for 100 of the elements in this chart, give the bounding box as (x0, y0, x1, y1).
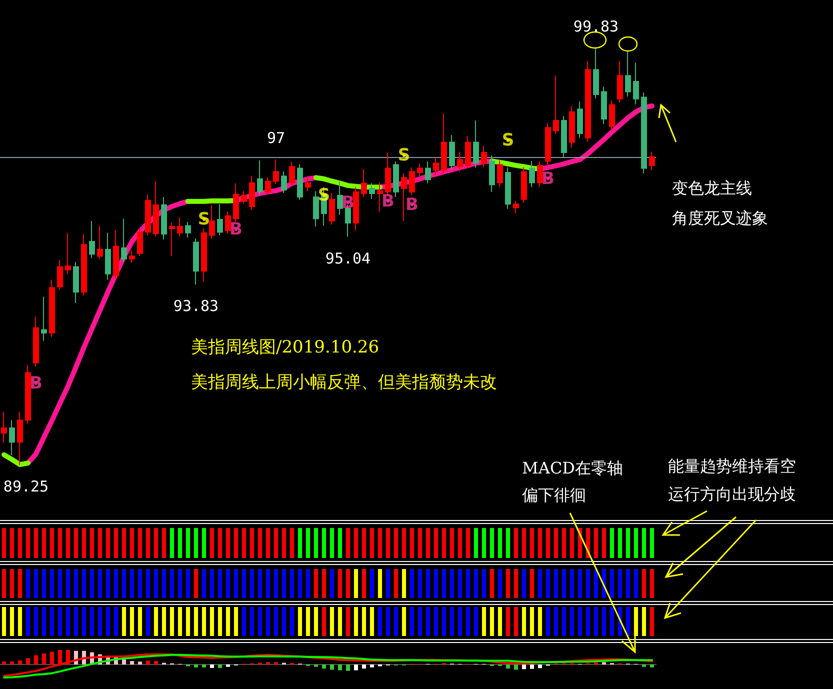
candlestick (145, 194, 151, 236)
bar (202, 664, 206, 668)
bar (34, 655, 38, 664)
candlestick (185, 221, 191, 238)
bar (10, 661, 14, 664)
bar (218, 664, 222, 668)
candlestick (113, 230, 119, 280)
candlestick (401, 172, 407, 222)
bar (522, 664, 526, 670)
candlestick (577, 101, 583, 138)
candlestick (177, 216, 183, 237)
candlestick (633, 62, 639, 105)
candlestick (425, 161, 431, 184)
candlestick (25, 364, 31, 424)
candlestick (233, 182, 239, 222)
bar (130, 661, 134, 664)
candlestick (17, 411, 23, 466)
candlestick (169, 222, 175, 257)
candlestick (225, 211, 231, 234)
candlestick (97, 225, 103, 260)
candlestick (625, 50, 631, 97)
bar (338, 664, 342, 670)
bar (210, 664, 214, 668)
candlestick (105, 232, 111, 280)
candlestick (137, 228, 143, 257)
candlestick (585, 60, 591, 142)
candlestick (641, 92, 647, 174)
candlestick (217, 204, 223, 236)
candlestick (385, 152, 391, 196)
candlestick (81, 234, 87, 296)
candlestick (409, 166, 415, 196)
candlestick (649, 151, 655, 171)
candlestick (465, 135, 471, 169)
candlestick (609, 100, 615, 130)
candlestick (545, 122, 551, 166)
candlestick (289, 161, 295, 186)
candlestick (65, 232, 71, 274)
candlestick (497, 160, 503, 188)
candlestick (553, 75, 559, 134)
candlestick (241, 190, 247, 204)
text: 运行方向出现分歧 (668, 484, 796, 504)
data-label: B (30, 373, 42, 394)
annotation: 97 (266, 129, 286, 148)
candlestick (57, 260, 63, 290)
candlestick (369, 182, 375, 200)
candlestick (441, 112, 447, 174)
bar (330, 664, 334, 670)
candlestick (433, 157, 439, 176)
candlestick (473, 120, 479, 168)
candlestick (617, 60, 623, 103)
annotation: 89.25 (3, 478, 49, 496)
candlestick (73, 262, 79, 304)
candlestick (313, 190, 319, 228)
candlestick (297, 164, 303, 200)
bar (514, 664, 518, 670)
text: 能量趋势维持看空 (668, 456, 796, 476)
candlestick (417, 162, 423, 178)
bar (538, 664, 542, 668)
candlestick (89, 220, 95, 259)
bar (354, 664, 358, 670)
candlestick (505, 166, 511, 210)
data-label: B (406, 194, 418, 215)
annotation: 93.83 (173, 296, 219, 315)
annotation: 95.04 (325, 249, 371, 268)
text: 美指周线图/2019.10.26 (191, 338, 380, 358)
candlestick (129, 250, 135, 264)
text: 偏下徘徊 (522, 486, 586, 504)
bar (42, 653, 46, 664)
candlestick (305, 176, 311, 192)
candlestick (593, 48, 599, 99)
candlestick (489, 155, 495, 192)
candlestick (513, 200, 519, 214)
bar (146, 660, 150, 664)
candlestick (1, 411, 7, 444)
candlestick (361, 168, 367, 198)
candlestick (393, 161, 399, 198)
candlestick (521, 166, 527, 204)
candlestick (601, 86, 607, 125)
candlestick (529, 160, 535, 188)
bar (362, 664, 366, 669)
candlestick (569, 105, 575, 148)
bar (194, 664, 198, 668)
bar (26, 658, 30, 664)
candlestick (161, 196, 167, 240)
candlestick (537, 161, 543, 188)
data-label: S (502, 130, 514, 151)
bar (530, 664, 534, 669)
bar (122, 659, 126, 664)
candlestick (193, 238, 199, 285)
candlestick (481, 145, 487, 168)
candlestick (281, 170, 287, 194)
candlestick (353, 186, 359, 231)
candlestick (49, 279, 55, 338)
candlestick (329, 192, 335, 226)
bar (346, 664, 350, 671)
candlestick (121, 218, 127, 263)
data-label: S (198, 209, 210, 230)
data-label: B (542, 168, 554, 189)
candlestick (201, 228, 207, 282)
candlestick (41, 296, 47, 342)
